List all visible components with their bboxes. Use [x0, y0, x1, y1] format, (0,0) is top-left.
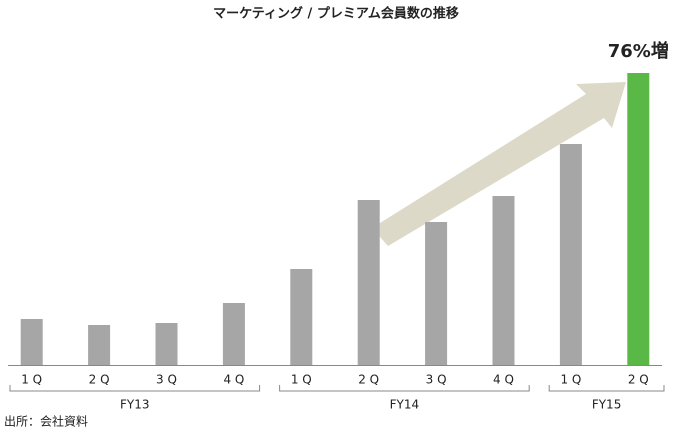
bar	[357, 200, 380, 365]
chart-title: マーケティング / プレミアム会員数の推移	[213, 6, 459, 22]
group-label: FY13	[120, 398, 150, 412]
bar	[492, 196, 515, 365]
x-tick-label: 4 Q	[223, 373, 244, 387]
bar	[222, 303, 245, 365]
x-tick-label: 2 Q	[358, 373, 379, 387]
x-tick-label: 1 Q	[21, 373, 42, 387]
x-tick-label: 2 Q	[89, 373, 110, 387]
x-tick-label: 1 Q	[560, 373, 581, 387]
bar	[290, 269, 313, 365]
bar	[425, 222, 448, 365]
bar	[559, 144, 582, 365]
group-bracket	[9, 385, 261, 392]
bar	[88, 325, 111, 365]
group-label: FY15	[592, 398, 622, 412]
group-bracket	[279, 385, 530, 392]
bar	[155, 323, 178, 365]
annotation: 76%増	[608, 40, 669, 62]
source: 出所：会社資料	[4, 414, 88, 429]
x-tick-label: 1 Q	[291, 373, 312, 387]
x-tick-label: 3 Q	[426, 373, 447, 387]
x-tick-label: 2 Q	[628, 373, 649, 387]
bar	[20, 319, 43, 365]
growth-arrow	[372, 82, 626, 246]
x-tick-label: 3 Q	[156, 373, 177, 387]
x-tick-label: 4 Q	[493, 373, 514, 387]
bar	[627, 73, 650, 365]
group-bracket	[548, 385, 665, 392]
group-label: FY14	[390, 398, 420, 412]
